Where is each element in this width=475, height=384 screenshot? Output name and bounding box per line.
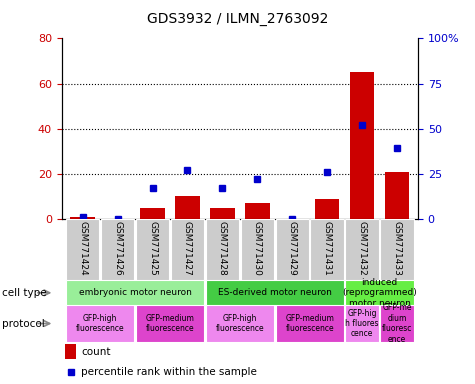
- Text: GSM771433: GSM771433: [392, 221, 401, 276]
- Text: GSM771426: GSM771426: [113, 221, 122, 275]
- Text: GSM771425: GSM771425: [148, 221, 157, 275]
- Bar: [136, 305, 204, 342]
- Bar: [175, 196, 200, 219]
- Bar: [380, 305, 414, 342]
- Bar: [385, 172, 409, 219]
- Bar: [276, 219, 309, 280]
- Text: percentile rank within the sample: percentile rank within the sample: [81, 367, 257, 377]
- Text: GSM771432: GSM771432: [358, 221, 367, 275]
- Bar: [210, 208, 235, 219]
- Bar: [315, 199, 340, 219]
- Text: protocol: protocol: [2, 318, 45, 329]
- Text: GFP-medium
fluorescence: GFP-medium fluorescence: [285, 314, 334, 333]
- Text: embryonic motor neuron: embryonic motor neuron: [79, 288, 191, 297]
- Bar: [171, 219, 204, 280]
- Text: GFP-me
dium
fluoresc
ence: GFP-me dium fluoresc ence: [382, 303, 412, 344]
- Bar: [66, 280, 204, 305]
- Text: GSM771429: GSM771429: [288, 221, 297, 275]
- Text: GSM771424: GSM771424: [78, 221, 87, 275]
- Bar: [345, 280, 414, 305]
- Bar: [345, 219, 379, 280]
- Text: GSM771428: GSM771428: [218, 221, 227, 275]
- Text: ES-derived motor neuron: ES-derived motor neuron: [218, 288, 332, 297]
- Bar: [240, 219, 274, 280]
- Bar: [66, 305, 134, 342]
- Bar: [350, 72, 374, 219]
- Text: GSM771431: GSM771431: [323, 221, 332, 276]
- Text: GSM771427: GSM771427: [183, 221, 192, 275]
- Bar: [245, 203, 270, 219]
- Text: GDS3932 / ILMN_2763092: GDS3932 / ILMN_2763092: [147, 12, 328, 25]
- Bar: [380, 219, 414, 280]
- Bar: [101, 219, 134, 280]
- Bar: [206, 219, 239, 280]
- Bar: [140, 208, 165, 219]
- Bar: [206, 280, 344, 305]
- Text: GSM771430: GSM771430: [253, 221, 262, 276]
- Bar: [65, 344, 76, 359]
- Bar: [66, 219, 99, 280]
- Bar: [311, 219, 344, 280]
- Text: cell type: cell type: [2, 288, 47, 298]
- Text: GFP-high
fluorescence: GFP-high fluorescence: [76, 314, 124, 333]
- Text: induced
(reprogrammed)
motor neuron: induced (reprogrammed) motor neuron: [342, 278, 417, 308]
- Bar: [206, 305, 274, 342]
- Text: GFP-medium
fluorescence: GFP-medium fluorescence: [145, 314, 194, 333]
- Text: count: count: [81, 347, 111, 357]
- Bar: [70, 217, 95, 219]
- Bar: [345, 305, 379, 342]
- Text: GFP-hig
h fluores
cence: GFP-hig h fluores cence: [345, 309, 379, 338]
- Bar: [276, 305, 344, 342]
- Text: GFP-high
fluorescence: GFP-high fluorescence: [216, 314, 264, 333]
- Bar: [136, 219, 169, 280]
